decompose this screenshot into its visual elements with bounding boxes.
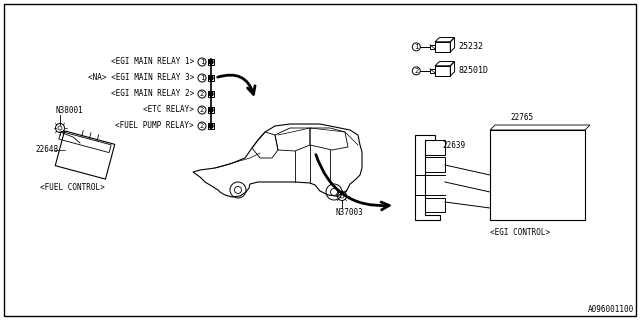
Text: 1: 1 — [414, 44, 419, 50]
Text: 1: 1 — [200, 75, 204, 81]
Bar — [208, 91, 214, 97]
Text: N38001: N38001 — [55, 106, 83, 115]
Bar — [208, 59, 214, 65]
Circle shape — [209, 108, 213, 112]
Text: <FUEL CONTROL>: <FUEL CONTROL> — [40, 183, 104, 193]
Bar — [425, 140, 445, 155]
Text: <EGI MAIN RELAY 2>: <EGI MAIN RELAY 2> — [111, 90, 194, 99]
Text: <EGI MAIN RELAY 1>: <EGI MAIN RELAY 1> — [111, 58, 194, 67]
Text: 25232: 25232 — [458, 42, 484, 52]
Circle shape — [209, 92, 213, 96]
Bar — [425, 157, 445, 172]
Circle shape — [209, 76, 213, 80]
Bar — [425, 198, 445, 212]
Bar — [208, 107, 214, 113]
Text: <FUEL PUMP RELAY>: <FUEL PUMP RELAY> — [115, 122, 194, 131]
Circle shape — [209, 60, 213, 64]
Text: 1: 1 — [200, 59, 204, 65]
Text: 2: 2 — [200, 123, 204, 129]
Text: <NA> <EGI MAIN RELAY 3>: <NA> <EGI MAIN RELAY 3> — [88, 74, 194, 83]
Text: 82501D: 82501D — [458, 67, 488, 76]
Text: 22765: 22765 — [510, 113, 533, 122]
Text: 2: 2 — [200, 91, 204, 97]
Text: <ETC RELAY>: <ETC RELAY> — [143, 106, 194, 115]
Text: <EGI CONTROL>: <EGI CONTROL> — [490, 228, 550, 237]
Text: A096001100: A096001100 — [588, 305, 634, 314]
Bar — [208, 123, 214, 129]
Text: N37003: N37003 — [335, 208, 363, 217]
Bar — [208, 75, 214, 81]
Bar — [490, 130, 585, 220]
Text: 22639: 22639 — [442, 140, 465, 149]
Text: 2: 2 — [414, 68, 419, 74]
Text: 22648: 22648 — [35, 146, 58, 155]
Circle shape — [209, 124, 213, 128]
Text: 2: 2 — [200, 107, 204, 113]
